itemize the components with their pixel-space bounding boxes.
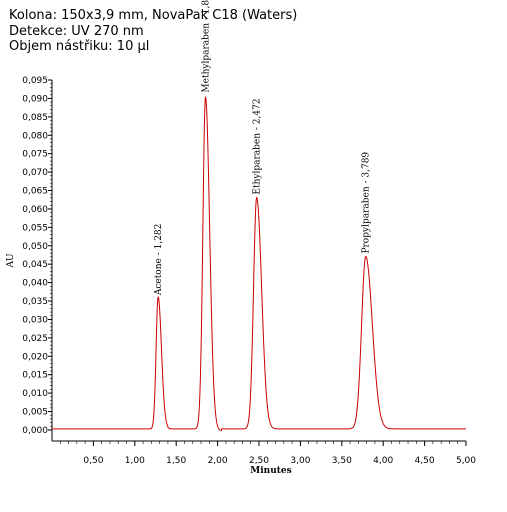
y-tick-label: 0,065 [22,187,48,197]
x-tick-label: 0,50 [83,456,103,466]
ticks: 0,000 0,005 0,010 0,015 0,020 0,025 0,030 0,035… [22,76,476,466]
x-tick-label: 1,00 [125,456,145,466]
x-tick-label: 2,50 [249,456,269,466]
x-tick-label: 4,50 [415,456,435,466]
chromatogram-trace [52,95,466,432]
series [52,95,466,432]
y-tick-label: 0,070 [22,168,48,178]
detection-info: Detekce: UV 270 nm [9,23,144,39]
x-tick-label: 1,50 [166,456,186,466]
y-tick-label: 0,005 [22,408,48,418]
x-axis-title: Minutes [250,466,291,476]
y-tick-label: 0,000 [22,426,48,436]
peak-label: Ethylparaben - 2,472 [253,98,263,194]
x-tick-label: 3,50 [332,456,352,466]
y-axis-title: AU [6,253,16,268]
x-tick-label: 3,00 [290,456,310,466]
x-tick-label: 4,00 [373,456,393,466]
y-tick-label: 0,055 [22,223,48,233]
y-tick-label: 0,030 [22,315,48,325]
x-tick-label: 5,00 [456,456,476,466]
peak-label: Methylparaben - 1,854 [202,0,212,93]
y-tick-label: 0,050 [22,242,48,252]
y-tick-label: 0,090 [22,94,48,104]
peak-label: Propylparaben - 3,789 [362,152,372,254]
y-tick-label: 0,040 [22,279,48,289]
peak-labels: Acetone - 1,282 Methylparaben - 1,854 Ethy… [154,0,372,296]
y-tick-label: 0,015 [22,371,48,381]
y-tick-label: 0,010 [22,389,48,399]
y-tick-label: 0,095 [22,76,48,86]
y-tick-label: 0,035 [22,297,48,307]
y-tick-label: 0,075 [22,150,48,160]
y-tick-label: 0,020 [22,352,48,362]
column-info: Kolona: 150x3,9 mm, NovaPak C18 (Waters) [9,8,298,23]
y-tick-label: 0,045 [22,260,48,270]
injection-volume-info: Objem nástřiku: 10 µl [9,39,150,54]
x-tick-label: 2,00 [208,456,228,466]
y-tick-label: 0,025 [22,334,48,344]
y-tick-label: 0,060 [22,205,48,215]
y-tick-label: 0,080 [22,131,48,141]
method-info: Kolona: 150x3,9 mm, NovaPak C18 (Waters)… [9,8,297,55]
peak-label: Acetone - 1,282 [154,224,164,297]
y-tick-label: 0,085 [22,113,48,123]
